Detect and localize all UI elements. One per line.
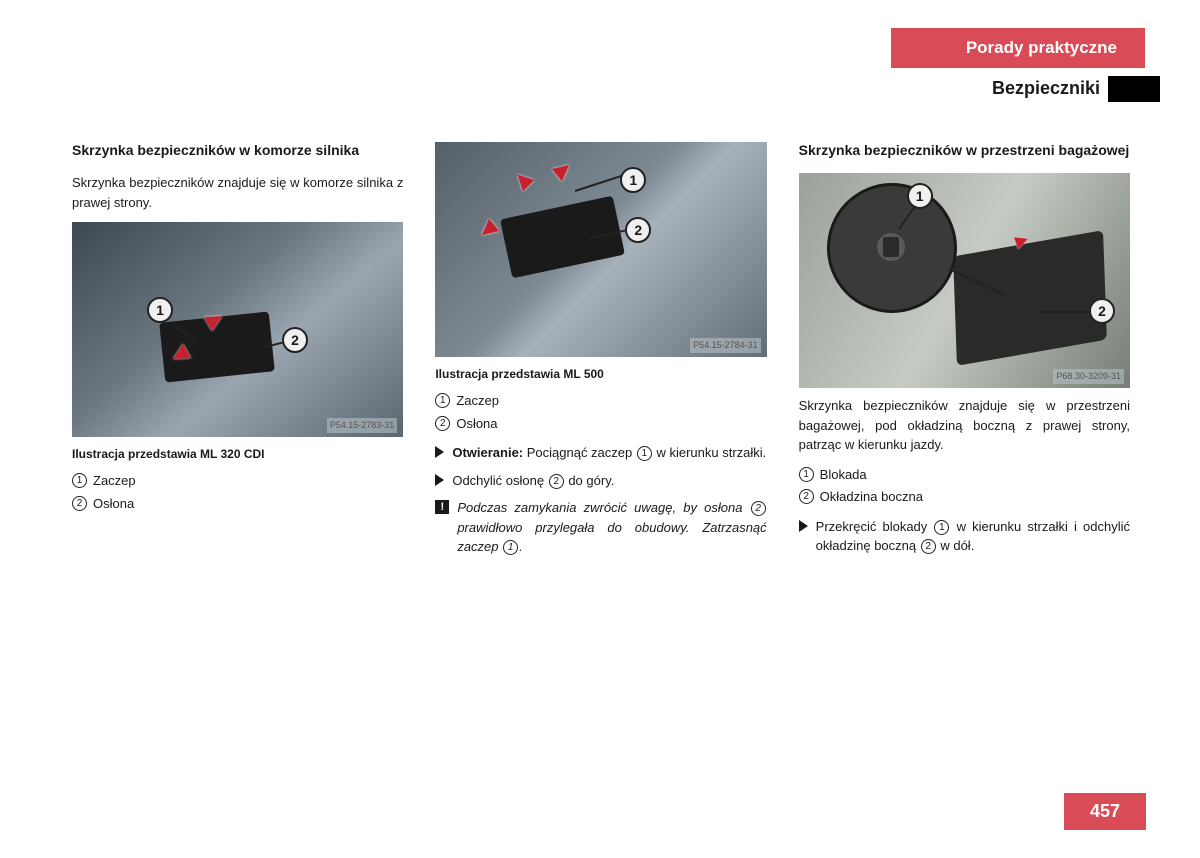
page-number: 457 [1064,793,1146,830]
circle-number-icon: 2 [435,416,450,431]
circle-number-icon: 2 [549,474,564,489]
section-header: Bezpieczniki [992,78,1100,99]
callout-2: 2 [625,217,651,243]
column-1: Skrzynka bezpieczników w komorze silnika… [72,140,403,564]
figure-caption-2: Ilustracja przedstawia ML 500 [435,365,766,383]
figure-code: P68.30-3209-31 [1053,369,1124,385]
legend-label: Zaczep [456,391,499,411]
circle-number-icon: 2 [921,539,936,554]
circle-number-icon: 1 [72,473,87,488]
step-text: w dół. [937,538,975,553]
col3-title: Skrzynka bezpieczników w przestrzeni bag… [799,140,1130,161]
callout-1: 1 [147,297,173,323]
triangle-bullet-icon [799,520,808,532]
legend-label: Blokada [820,465,867,485]
instruction-step: Odchylić osłonę 2 do góry. [435,471,766,491]
circle-number-icon: 1 [799,467,814,482]
note-block: ! Podczas zamykania zwrócić uwagę, by os… [435,498,766,557]
figure-engine-ml500: 1 2 P54.15-2784-31 [435,142,766,357]
legend-item: 1 Blokada [799,465,1130,485]
legend-item: 2 Okładzina boczna [799,487,1130,507]
legend-label: Osłona [93,494,134,514]
callout-1: 1 [907,183,933,209]
col1-intro: Skrzynka bezpieczników znajduje się w ko… [72,173,403,212]
triangle-bullet-icon [435,474,444,486]
step-label: Otwieranie: [452,445,523,460]
circle-number-icon: 2 [72,496,87,511]
legend-item: 1 Zaczep [72,471,403,491]
step-text: w kierunku strzałki. [653,445,766,460]
col1-title: Skrzynka bezpieczników w komorze silnika [72,140,403,161]
circle-number-icon: 2 [751,501,766,516]
circle-number-icon: 1 [637,446,652,461]
col3-intro: Skrzynka bezpieczników znajduje się w pr… [799,396,1130,455]
figure-code: P54.15-2783-31 [327,418,398,434]
circle-number-icon: 2 [799,489,814,504]
legend-item: 2 Osłona [435,414,766,434]
triangle-bullet-icon [435,446,444,458]
legend-label: Zaczep [93,471,136,491]
step-text: Pociągnąć zaczep [523,445,636,460]
callout-2: 2 [282,327,308,353]
chapter-header: Porady praktyczne [891,28,1145,68]
step-text: Odchylić osłonę [452,473,547,488]
instruction-step: Otwieranie: Pociągnąć zaczep 1 w kierunk… [435,443,766,463]
content-area: Skrzynka bezpieczników w komorze silnika… [72,140,1130,564]
circle-number-icon: 1 [435,393,450,408]
note-text: . [519,539,523,554]
instruction-step: Przekręcić blokady 1 w kierunku strzałki… [799,517,1130,556]
note-text: Podczas zamykania zwrócić uwagę, by osło… [457,500,749,515]
figure-engine-ml320: 1 2 P54.15-2783-31 [72,222,403,437]
index-tab [1108,76,1160,102]
callout-1: 1 [620,167,646,193]
step-text: do góry. [565,473,615,488]
legend-label: Osłona [456,414,497,434]
circle-number-icon: 1 [503,540,518,555]
arrow-icon [477,219,500,242]
exclamation-icon: ! [435,500,449,514]
column-3: Skrzynka bezpieczników w przestrzeni bag… [799,140,1130,564]
step-text: Przekręcić blokady [816,519,934,534]
figure-caption-1: Ilustracja przedstawia ML 320 CDI [72,445,403,463]
legend-label: Okładzina boczna [820,487,923,507]
column-2: 1 2 P54.15-2784-31 Ilustracja przedstawi… [435,140,766,564]
legend-item: 1 Zaczep [435,391,766,411]
arrow-icon [552,159,575,182]
arrow-icon [512,169,535,192]
figure-code: P54.15-2784-31 [690,338,761,354]
figure-trunk: 1 2 P68.30-3209-31 [799,173,1130,388]
legend-item: 2 Osłona [72,494,403,514]
circle-number-icon: 1 [934,520,949,535]
callout-2: 2 [1089,298,1115,324]
